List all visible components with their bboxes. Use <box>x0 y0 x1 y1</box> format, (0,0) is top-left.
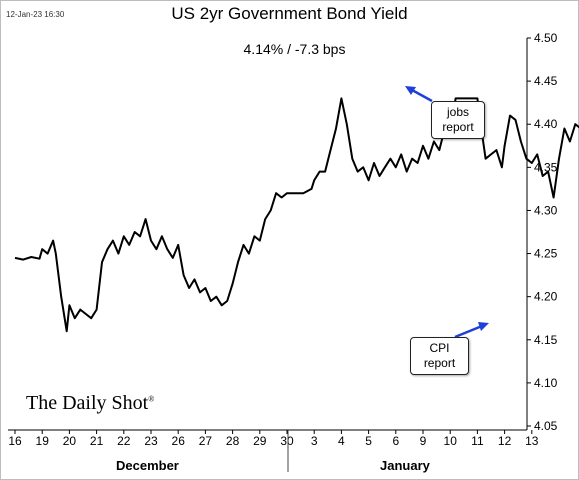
brand-reg: ® <box>148 394 155 404</box>
x-tick-label: 5 <box>365 434 372 448</box>
x-axis: 16 19 20 21 22 23 26 27 28 29 30 3 4 5 6 9 10 11 12 13 <box>8 430 539 448</box>
x-tick-label: 9 <box>420 434 427 448</box>
series-line <box>14 97 579 333</box>
x-tick-label: 13 <box>525 434 539 448</box>
y-tick-label: 4.50 <box>534 31 558 45</box>
x-tick-label: 26 <box>172 434 186 448</box>
jobs-callout: jobs report <box>431 101 485 139</box>
cpi-callout: CPI report <box>410 337 469 375</box>
x-tick-label: 6 <box>392 434 399 448</box>
y-tick-label: 4.40 <box>534 117 558 131</box>
x-tick-label: 23 <box>144 434 158 448</box>
y-tick-label: 4.20 <box>534 290 558 304</box>
x-tick-label: 20 <box>63 434 77 448</box>
x-tick-label: 22 <box>117 434 131 448</box>
x-tick-label: 3 <box>311 434 318 448</box>
jobs-callout-line2: report <box>442 120 474 134</box>
y-tick-label: 4.30 <box>534 203 558 217</box>
y-tick-label: 4.25 <box>534 247 558 261</box>
x-tick-label: 21 <box>90 434 104 448</box>
cpi-callout-line2: report <box>423 356 456 370</box>
x-tick-label: 11 <box>471 434 484 448</box>
x-tick-label: 10 <box>444 434 458 448</box>
x-tick-label: 28 <box>226 434 240 448</box>
brand-name: The Daily Shot <box>26 392 149 414</box>
brand-logo: The Daily Shot® <box>26 392 154 415</box>
timestamp: 12-Jan-23 16:30 <box>6 10 65 19</box>
y-tick-label: 4.45 <box>534 74 558 88</box>
jobs-callout-line1: jobs <box>446 105 469 119</box>
x-tick-label: 4 <box>338 434 345 448</box>
chart-title: US 2yr Government Bond Yield <box>171 4 408 23</box>
chart-subtitle: 4.14% / -7.3 bps <box>243 41 346 57</box>
cpi-arrow <box>454 322 489 339</box>
y-axis: 4.504.454.404.354.304.254.204.154.104.05 <box>527 31 558 433</box>
jobs-arrow <box>405 86 433 103</box>
y-tick-label: 4.05 <box>534 419 558 433</box>
x-tick-label: 19 <box>36 434 50 448</box>
month-label-december: December <box>116 458 179 473</box>
x-tick-label: 27 <box>199 434 213 448</box>
cpi-callout-line1: CPI <box>429 341 450 355</box>
x-tick-label: 29 <box>253 434 267 448</box>
x-tick-label: 16 <box>8 434 22 448</box>
y-tick-label: 4.10 <box>534 376 558 390</box>
x-tick-label: 30 <box>280 434 294 448</box>
y-tick-label: 4.15 <box>534 333 558 347</box>
x-tick-label: 12 <box>498 434 512 448</box>
month-label-january: January <box>380 458 430 473</box>
